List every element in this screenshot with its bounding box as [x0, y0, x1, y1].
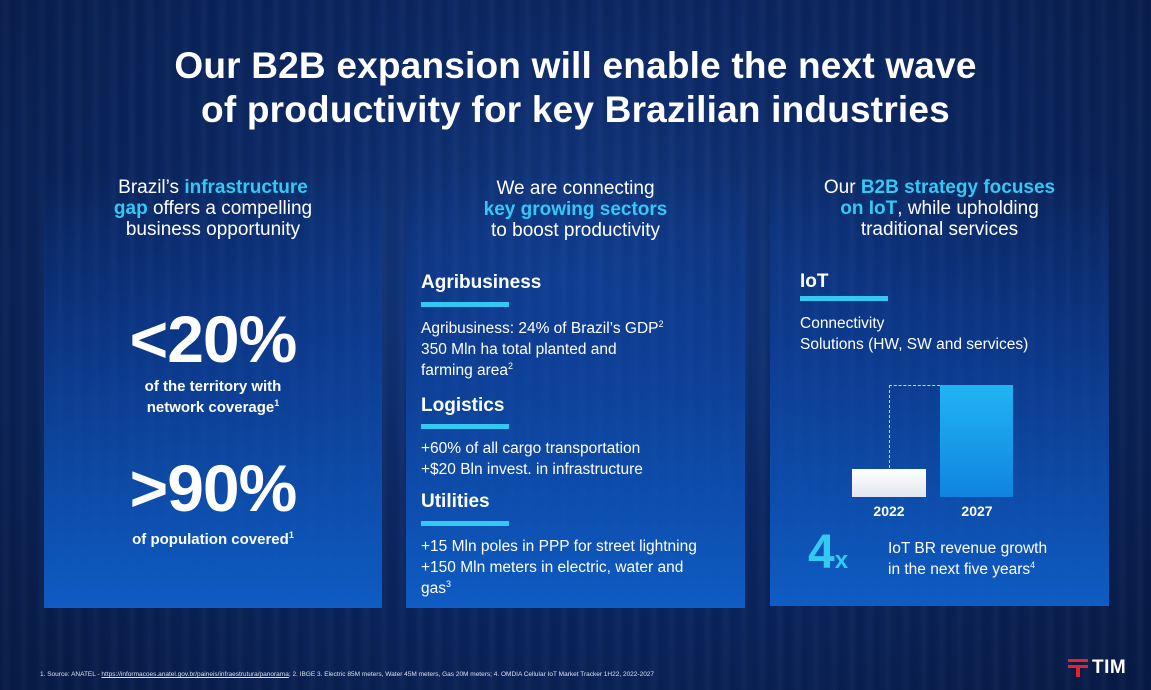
footnote-ref: 1 [288, 530, 294, 540]
sectors-panel: We are connecting key growing sectors to… [406, 168, 745, 608]
iot-line: Solutions (HW, SW and services) [800, 336, 1029, 353]
heading-text: Brazil’s [118, 177, 185, 198]
infrastructure-heading: Brazil’s infrastructure gap offers a com… [44, 177, 382, 240]
heading-highlight: on IoT [840, 198, 898, 219]
growth-multiplier: 4x [808, 528, 848, 578]
section-title-utilities: Utilities [421, 491, 490, 512]
section-text-utilities: +15 Mln poles in PPP for street lightnin… [421, 536, 741, 599]
section-text-logistics: +60% of all cargo transportation +$20 Bl… [421, 438, 741, 480]
iot-heading: Our B2B strategy focuses on IoT, while u… [770, 177, 1109, 240]
footnote-text: 1. Source: ANATEL - [40, 671, 102, 678]
bar-2027 [940, 385, 1013, 497]
section-underline [421, 521, 509, 526]
population-coverage-value: >90% [129, 451, 298, 525]
section-line: farming area [421, 362, 509, 379]
territory-coverage-label: of the territory with network coverage1 [44, 376, 382, 418]
heading-text: offers a compelling [147, 198, 313, 219]
footnote-ref: 4 [1030, 559, 1036, 570]
tim-logo-icon [1068, 659, 1088, 677]
year-label-2027: 2027 [961, 503, 993, 519]
growth-dashed-line [889, 385, 940, 386]
tim-logo-text: TIM [1092, 657, 1127, 678]
section-line: +60% of all cargo transportation [421, 440, 641, 457]
section-text-agribusiness: Agribusiness: 24% of Brazil’s GDP2 350 M… [421, 318, 741, 381]
section-line: +15 Mln poles in PPP for street lightnin… [421, 538, 697, 555]
footnote-ref: 2 [658, 318, 664, 329]
infrastructure-panel: Brazil’s infrastructure gap offers a com… [44, 168, 382, 608]
section-line: +$20 Bln invest. in infrastructure [421, 461, 643, 478]
title-line-2: of productivity for key Brazilian indust… [201, 89, 950, 130]
source-footnote: 1. Source: ANATEL - https://informacoes.… [40, 671, 654, 678]
population-coverage-label: of population covered1 [44, 529, 382, 550]
heading-highlight: infrastructure [184, 177, 308, 198]
section-title-logistics: Logistics [421, 395, 505, 416]
section-line: +150 Mln meters in electric, water and [421, 559, 684, 576]
heading-text: , while upholding [897, 198, 1039, 219]
footnote-ref: 1 [274, 398, 280, 408]
section-underline [421, 302, 509, 307]
section-line: Agribusiness: 24% of Brazil’s GDP [421, 320, 659, 337]
growth-line: in the next five years [888, 561, 1031, 578]
section-underline [421, 424, 509, 429]
heading-text: business opportunity [125, 219, 301, 240]
heading-text: Our [823, 177, 861, 198]
tim-logo: TIM [1068, 657, 1126, 679]
section-line: gas [421, 580, 446, 597]
iot-line: Connectivity [800, 315, 885, 332]
stat-label: of population covered [132, 531, 289, 548]
footnote-ref: 2 [508, 360, 514, 371]
bar-2022 [852, 469, 926, 497]
territory-coverage-value: <20% [129, 302, 298, 376]
page-title: Our B2B expansion will enable the next w… [0, 44, 1151, 132]
heading-text: to boost productivity [491, 220, 660, 241]
section-underline [800, 296, 888, 301]
growth-dashed-line [889, 385, 890, 468]
growth-suffix: x [834, 547, 849, 574]
stat-label: network coverage [146, 399, 275, 416]
heading-text: traditional services [860, 219, 1019, 240]
growth-line: IoT BR revenue growth [888, 540, 1048, 557]
anatel-link[interactable]: https://informacoes.anatel.gov.br/painei… [101, 671, 289, 678]
sectors-heading: We are connecting key growing sectors to… [406, 178, 745, 241]
growth-number: 4 [808, 526, 835, 579]
iot-title: IoT [800, 271, 829, 292]
footnote-ref: 3 [446, 578, 452, 589]
heading-highlight: key growing sectors [483, 199, 668, 220]
heading-text: We are connecting [496, 178, 655, 199]
heading-highlight: B2B strategy focuses [860, 177, 1056, 198]
year-label-2022: 2022 [873, 503, 905, 519]
section-line: 350 Mln ha total planted and [421, 341, 617, 358]
iot-description: Connectivity Solutions (HW, SW and servi… [800, 313, 1028, 355]
growth-description: IoT BR revenue growth in the next five y… [888, 538, 1047, 580]
title-line-1: Our B2B expansion will enable the next w… [174, 45, 977, 86]
stat-label: of the territory with [144, 378, 282, 395]
footnote-text: ; 2. IBGE 3. Electric 85M meters, Water … [288, 671, 655, 678]
section-title-agribusiness: Agribusiness [421, 272, 542, 293]
iot-strategy-panel: Our B2B strategy focuses on IoT, while u… [770, 168, 1109, 606]
heading-highlight: gap [113, 198, 148, 219]
